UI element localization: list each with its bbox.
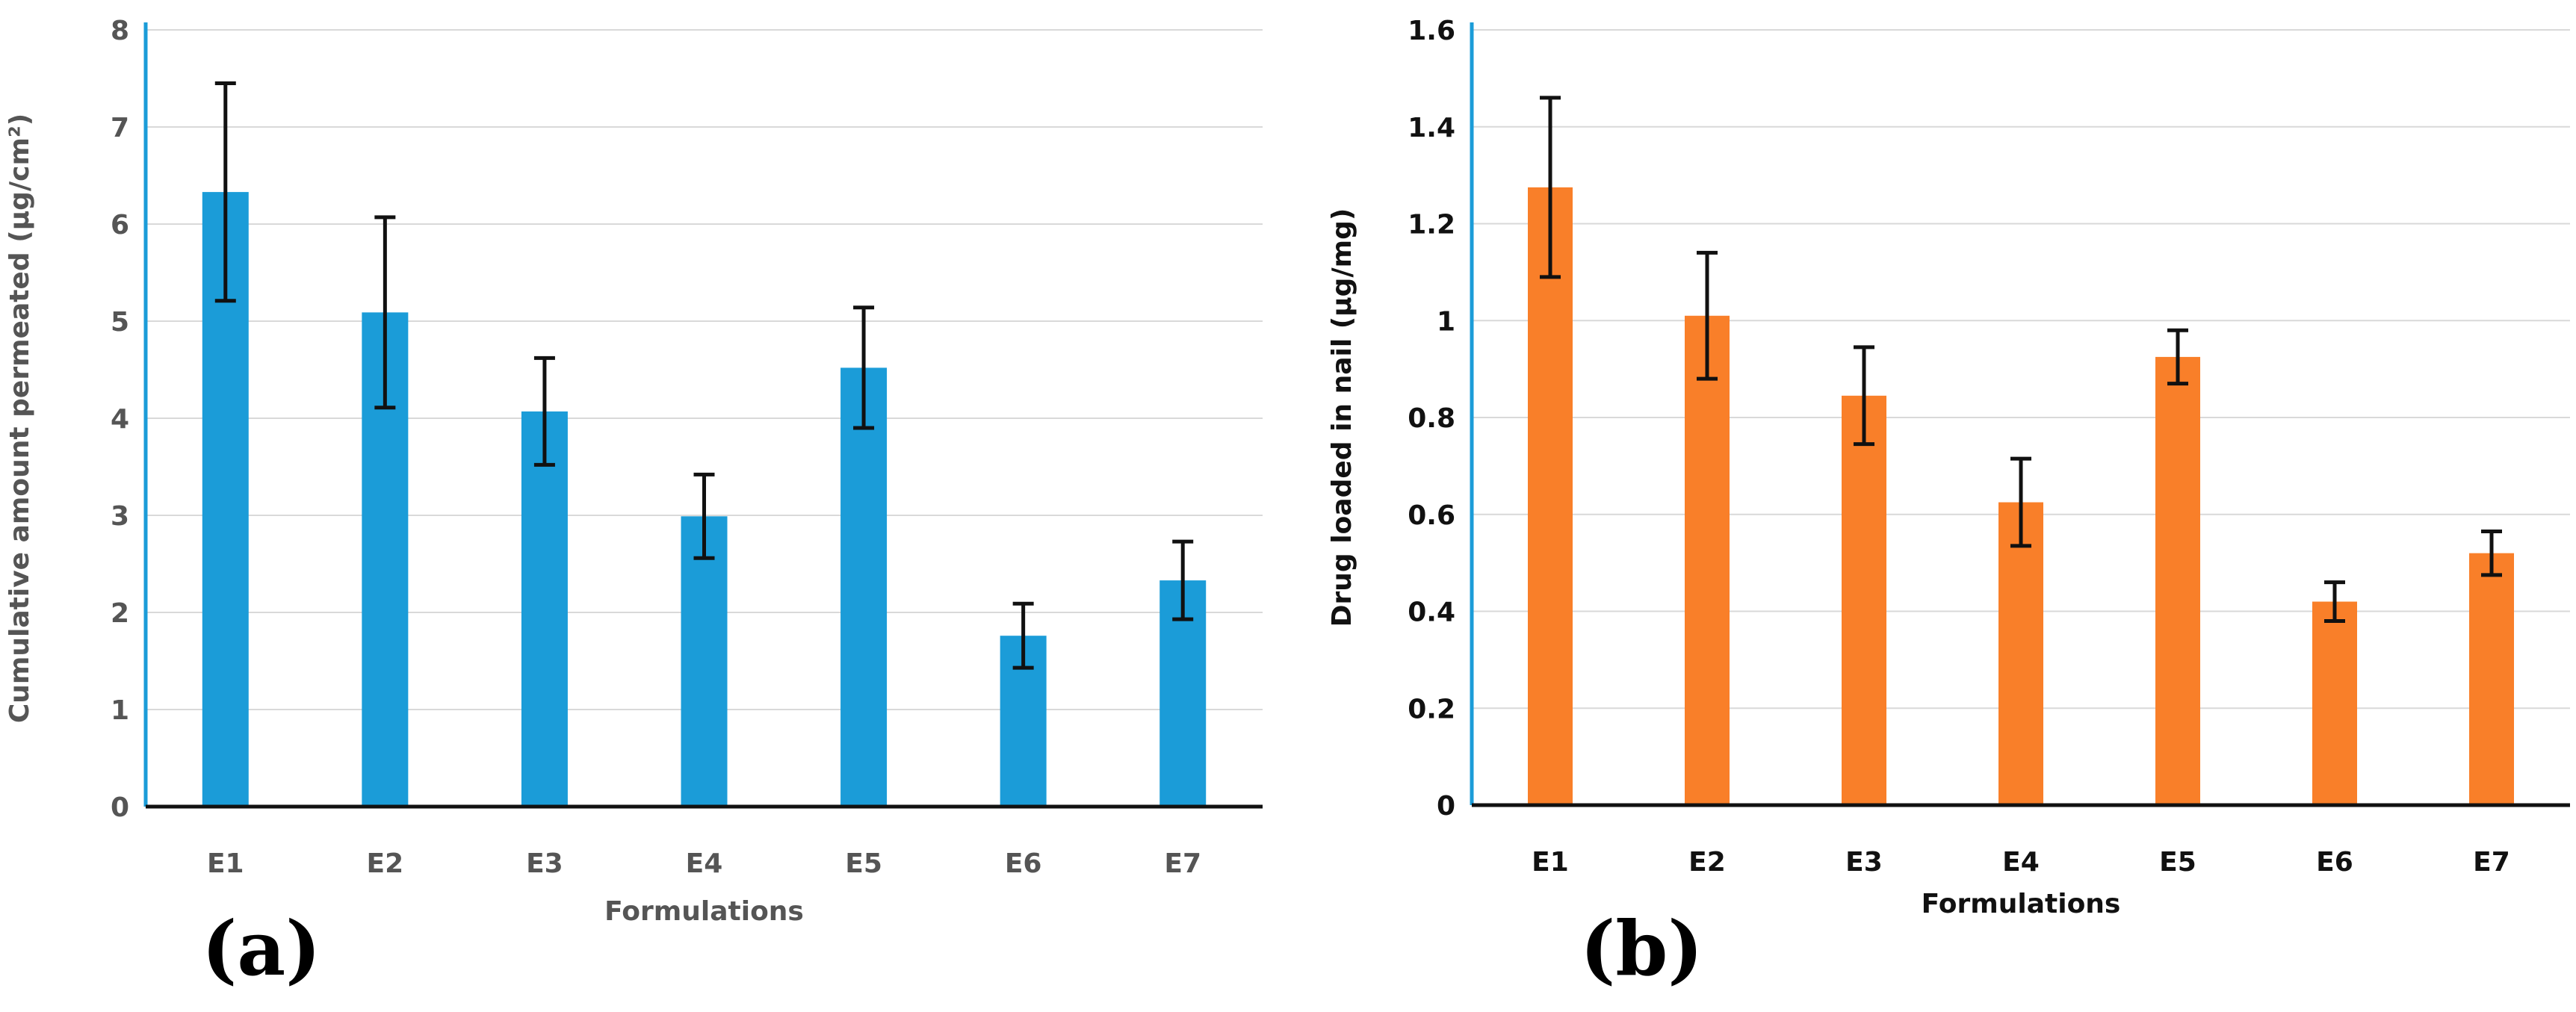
- bar-e2: [1685, 315, 1730, 805]
- y-tick-label: 5: [111, 307, 129, 338]
- y-tick-label: 0.6: [1408, 500, 1455, 531]
- y-tick-label: 0.4: [1408, 597, 1455, 628]
- y-tick-label: 6: [111, 210, 129, 240]
- x-tick-label: E5: [845, 848, 882, 879]
- x-tick-label: E7: [2473, 847, 2510, 878]
- x-tick-label: E3: [1845, 847, 1883, 878]
- x-tick-label: E1: [207, 848, 244, 879]
- x-tick-label: E1: [1532, 847, 1569, 878]
- error-bar-e2: [374, 215, 396, 410]
- x-axis-title: Formulations: [1922, 889, 2121, 919]
- error-bar-e4: [2010, 456, 2031, 548]
- error-bar-e3: [533, 356, 555, 467]
- y-tick-label: 7: [111, 113, 129, 143]
- y-tick-label: 0.2: [1408, 694, 1455, 724]
- error-bar-e1: [1540, 96, 1561, 279]
- error-bar-e6: [2324, 580, 2345, 623]
- error-bar-e4: [693, 472, 715, 560]
- x-tick-label: E5: [2159, 847, 2196, 878]
- x-tick-label: E7: [1164, 848, 1201, 879]
- panel-label-b: (b): [1580, 904, 1703, 993]
- x-tick-label: E6: [1005, 848, 1042, 879]
- x-tick-label: E3: [526, 848, 563, 879]
- y-axis-title: Drug loaded in nail (µg/mg): [1327, 208, 1357, 627]
- y-tick-label: 1.4: [1408, 113, 1455, 143]
- error-bar-e5: [853, 305, 875, 430]
- y-tick-label: 1: [111, 695, 129, 726]
- bar-e5: [840, 367, 888, 807]
- error-bar-e1: [214, 81, 236, 303]
- error-bar-e2: [1697, 250, 1718, 381]
- x-tick-label: E2: [1688, 847, 1726, 878]
- y-tick-label: 4: [111, 404, 129, 435]
- x-tick-label: E6: [2316, 847, 2353, 878]
- bar-e7: [2469, 553, 2514, 805]
- error-bar-e5: [2167, 328, 2188, 386]
- bar-e4: [681, 516, 728, 807]
- x-tick-label: E2: [367, 848, 404, 879]
- bar-e5: [2155, 356, 2200, 805]
- chart-b: 0 0.2 0.4 0.6 0.8 1 1.2 1.4 1.6 E1 E2 E3 E4 E5 E6 E7 For…: [1327, 16, 2570, 919]
- y-tick-label: 2: [111, 598, 129, 629]
- y-tick-label: 0.8: [1408, 403, 1455, 434]
- bar-e3: [521, 411, 568, 807]
- bar-e3: [1842, 395, 1886, 805]
- y-tick-label: 0: [111, 792, 129, 823]
- x-tick-label: E4: [686, 848, 723, 879]
- y-tick-label: 3: [111, 501, 129, 532]
- error-bar-e7: [2481, 529, 2502, 577]
- y-tick-label: 0: [1437, 791, 1455, 822]
- y-axis-title: Cumulative amount permeated (µg/cm²): [4, 114, 35, 723]
- y-tick-label: 1: [1437, 306, 1455, 337]
- error-bar-e3: [1854, 345, 1874, 447]
- panel-label-a: (a): [202, 904, 321, 993]
- x-tick-label: E4: [2002, 847, 2040, 878]
- y-tick-label: 8: [111, 16, 129, 46]
- y-tick-label: 1.2: [1408, 210, 1455, 240]
- x-axis-title: Formulations: [604, 896, 804, 927]
- error-bar-e7: [1172, 539, 1194, 621]
- bar-e6: [2312, 601, 2357, 805]
- y-tick-label: 1.6: [1408, 16, 1455, 46]
- chart-a: 0 1 2 3 4 5 6 7 8 E1 E2 E3 E4 E5 E6 E7 Formulations Cumul…: [4, 16, 1263, 927]
- bar-e1: [1528, 187, 1573, 805]
- error-bar-e6: [1012, 601, 1034, 670]
- bar-e4: [1998, 502, 2043, 805]
